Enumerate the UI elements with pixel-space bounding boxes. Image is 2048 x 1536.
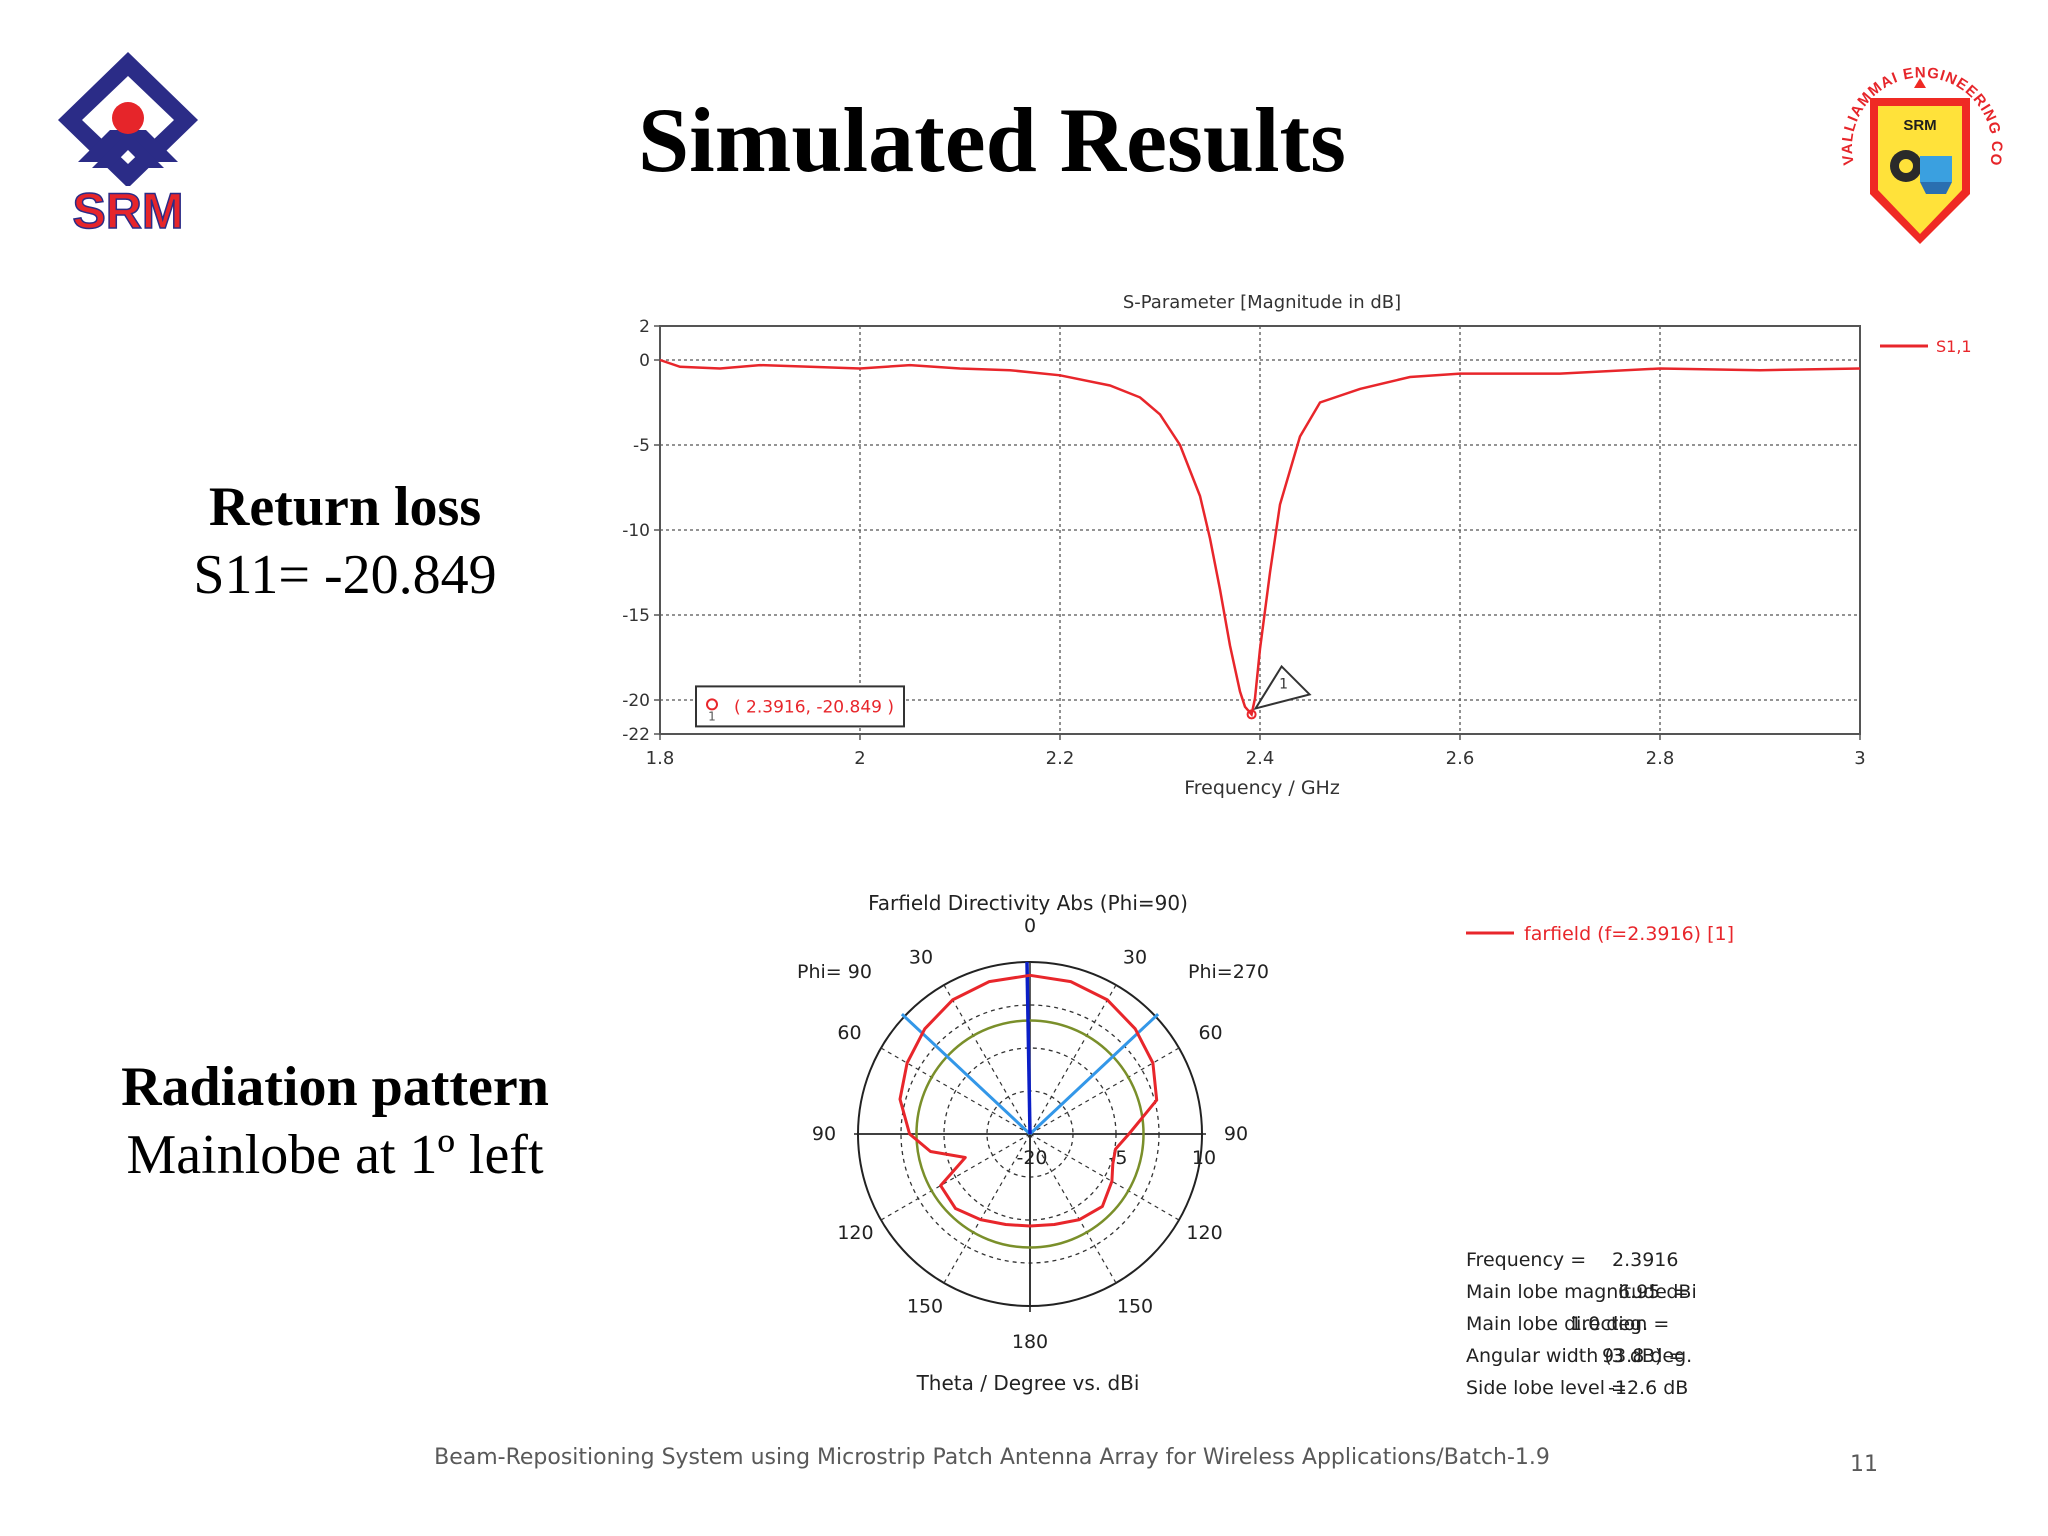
polar-angle-tick-label: 30 [1123, 946, 1147, 968]
polar-angle-tick-label: 60 [837, 1022, 861, 1044]
polar-spoke [1029, 1133, 1180, 1221]
polar-angle-tick-label: 90 [812, 1123, 836, 1145]
marker-annotation-label: ( 2.3916, -20.849 ) [734, 697, 894, 717]
s-parameter-plot-frame [659, 325, 1861, 735]
polar-xlabel: Theta / Degree vs. dBi [916, 1371, 1140, 1395]
s-x-tick-label: 2.8 [1646, 748, 1675, 769]
s11-series-line [659, 358, 1861, 718]
farfield-info-value: 6.95 dBi [1618, 1281, 1697, 1303]
marker-annotation-id: 1 [708, 709, 716, 723]
s-y-tick-label: 2 [639, 317, 650, 337]
s-y-tick-label: -22 [622, 725, 650, 745]
s-x-tick-label: 3 [1854, 748, 1865, 769]
polar-title: Farfield Directivity Abs (Phi=90) [868, 891, 1188, 915]
college-shield-text: SRM [1903, 117, 1936, 134]
page-number: 11 [1850, 1452, 1878, 1477]
s-y-tick-label: -15 [622, 606, 650, 626]
marker-id-label: 1 [1279, 676, 1288, 692]
college-logo: VALLIAMMAI ENGINEERING COLLEGE SRM [1820, 44, 2004, 244]
beamwidth-edge-line [900, 1013, 1032, 1136]
polar-radial-tick-label: 10 [1192, 1147, 1216, 1169]
s-x-tick-label: 2 [854, 748, 865, 769]
radiation-pattern-value: Mainlobe at 1º left [126, 1124, 544, 1186]
return-loss-value: S11= -20.849 [193, 544, 497, 606]
main-lobe-direction-line [1025, 961, 1032, 1135]
polar-spoke [943, 984, 1031, 1135]
polar-angle-tick-label: 150 [1117, 1296, 1153, 1318]
farfield-info-value: 93.8 deg. [1602, 1345, 1692, 1367]
farfield-legend-label: farfield (f=2.3916) [1] [1524, 923, 1734, 945]
farfield-info-label: Angular width (3 dB) = [1466, 1345, 1684, 1367]
polar-angle-tick-label: 90 [1224, 1123, 1248, 1145]
polar-angle-tick-label: 60 [1198, 1022, 1222, 1044]
srm-logo-text: SRM [72, 183, 183, 236]
polar-angle-tick-label: 120 [1186, 1222, 1222, 1244]
radiation-pattern-heading: Radiation pattern [121, 1056, 549, 1118]
farfield-info-value: 1.0 deg. [1570, 1313, 1648, 1335]
farfield-info-label: Main lobe magnitude = [1466, 1281, 1689, 1303]
s-y-tick-label: -20 [622, 691, 650, 711]
srm-logo: SRM [50, 52, 206, 236]
polar-left-label: Phi= 90 [797, 961, 872, 983]
farfield-info-label: Frequency = [1466, 1249, 1586, 1271]
s-x-tick-label: 2.4 [1246, 748, 1275, 769]
farfield-polar-chart: Farfield Directivity Abs (Phi=90) Phi= 9… [797, 891, 1734, 1399]
farfield-pattern-line [898, 973, 1159, 1228]
beamwidth-edge-line [1028, 1013, 1160, 1136]
polar-angle-tick-label: 180 [1012, 1331, 1048, 1353]
polar-radial-tick-label: -20 [1016, 1147, 1047, 1169]
s11-minimum-point [1246, 709, 1257, 720]
s-parameter-title: S-Parameter [Magnitude in dB] [1123, 292, 1401, 313]
marker-annotation-dot [706, 698, 718, 711]
return-loss-heading: Return loss [208, 476, 482, 538]
s-x-tick-label: 2.2 [1046, 748, 1075, 769]
s-y-tick-label: -10 [622, 521, 650, 541]
s-parameter-xlabel: Frequency / GHz [1184, 777, 1340, 799]
polar-angle-tick-label: 120 [837, 1222, 873, 1244]
farfield-info-value: -12.6 dB [1608, 1377, 1688, 1399]
s11-legend-label: S1,1 [1936, 337, 1972, 356]
s-parameter-chart: S-Parameter [Magnitude in dB] Frequency … [622, 292, 1972, 799]
marker-triangle-icon [1253, 664, 1312, 711]
polar-right-label: Phi=270 [1188, 961, 1269, 983]
farfield-info-label: Side lobe level = [1466, 1377, 1627, 1399]
marker-annotation-box [695, 685, 905, 728]
s-y-tick-label: -5 [633, 436, 650, 456]
farfield-info-label: Main lobe direction = [1466, 1313, 1669, 1335]
slide-title: Simulated Results [638, 89, 1346, 191]
polar-angle-tick-label: 30 [909, 946, 933, 968]
polar-angle-tick-label: 0 [1024, 915, 1036, 937]
slide-footer: Beam-Repositioning System using Microstr… [434, 1445, 1550, 1470]
s-x-tick-label: 1.8 [646, 748, 675, 769]
polar-angle-tick-label: 150 [907, 1296, 943, 1318]
s-y-tick-label: 0 [639, 351, 650, 371]
s-x-tick-label: 2.6 [1446, 748, 1475, 769]
farfield-info-value: 2.3916 [1612, 1249, 1678, 1271]
polar-reference-circle [915, 1019, 1145, 1249]
